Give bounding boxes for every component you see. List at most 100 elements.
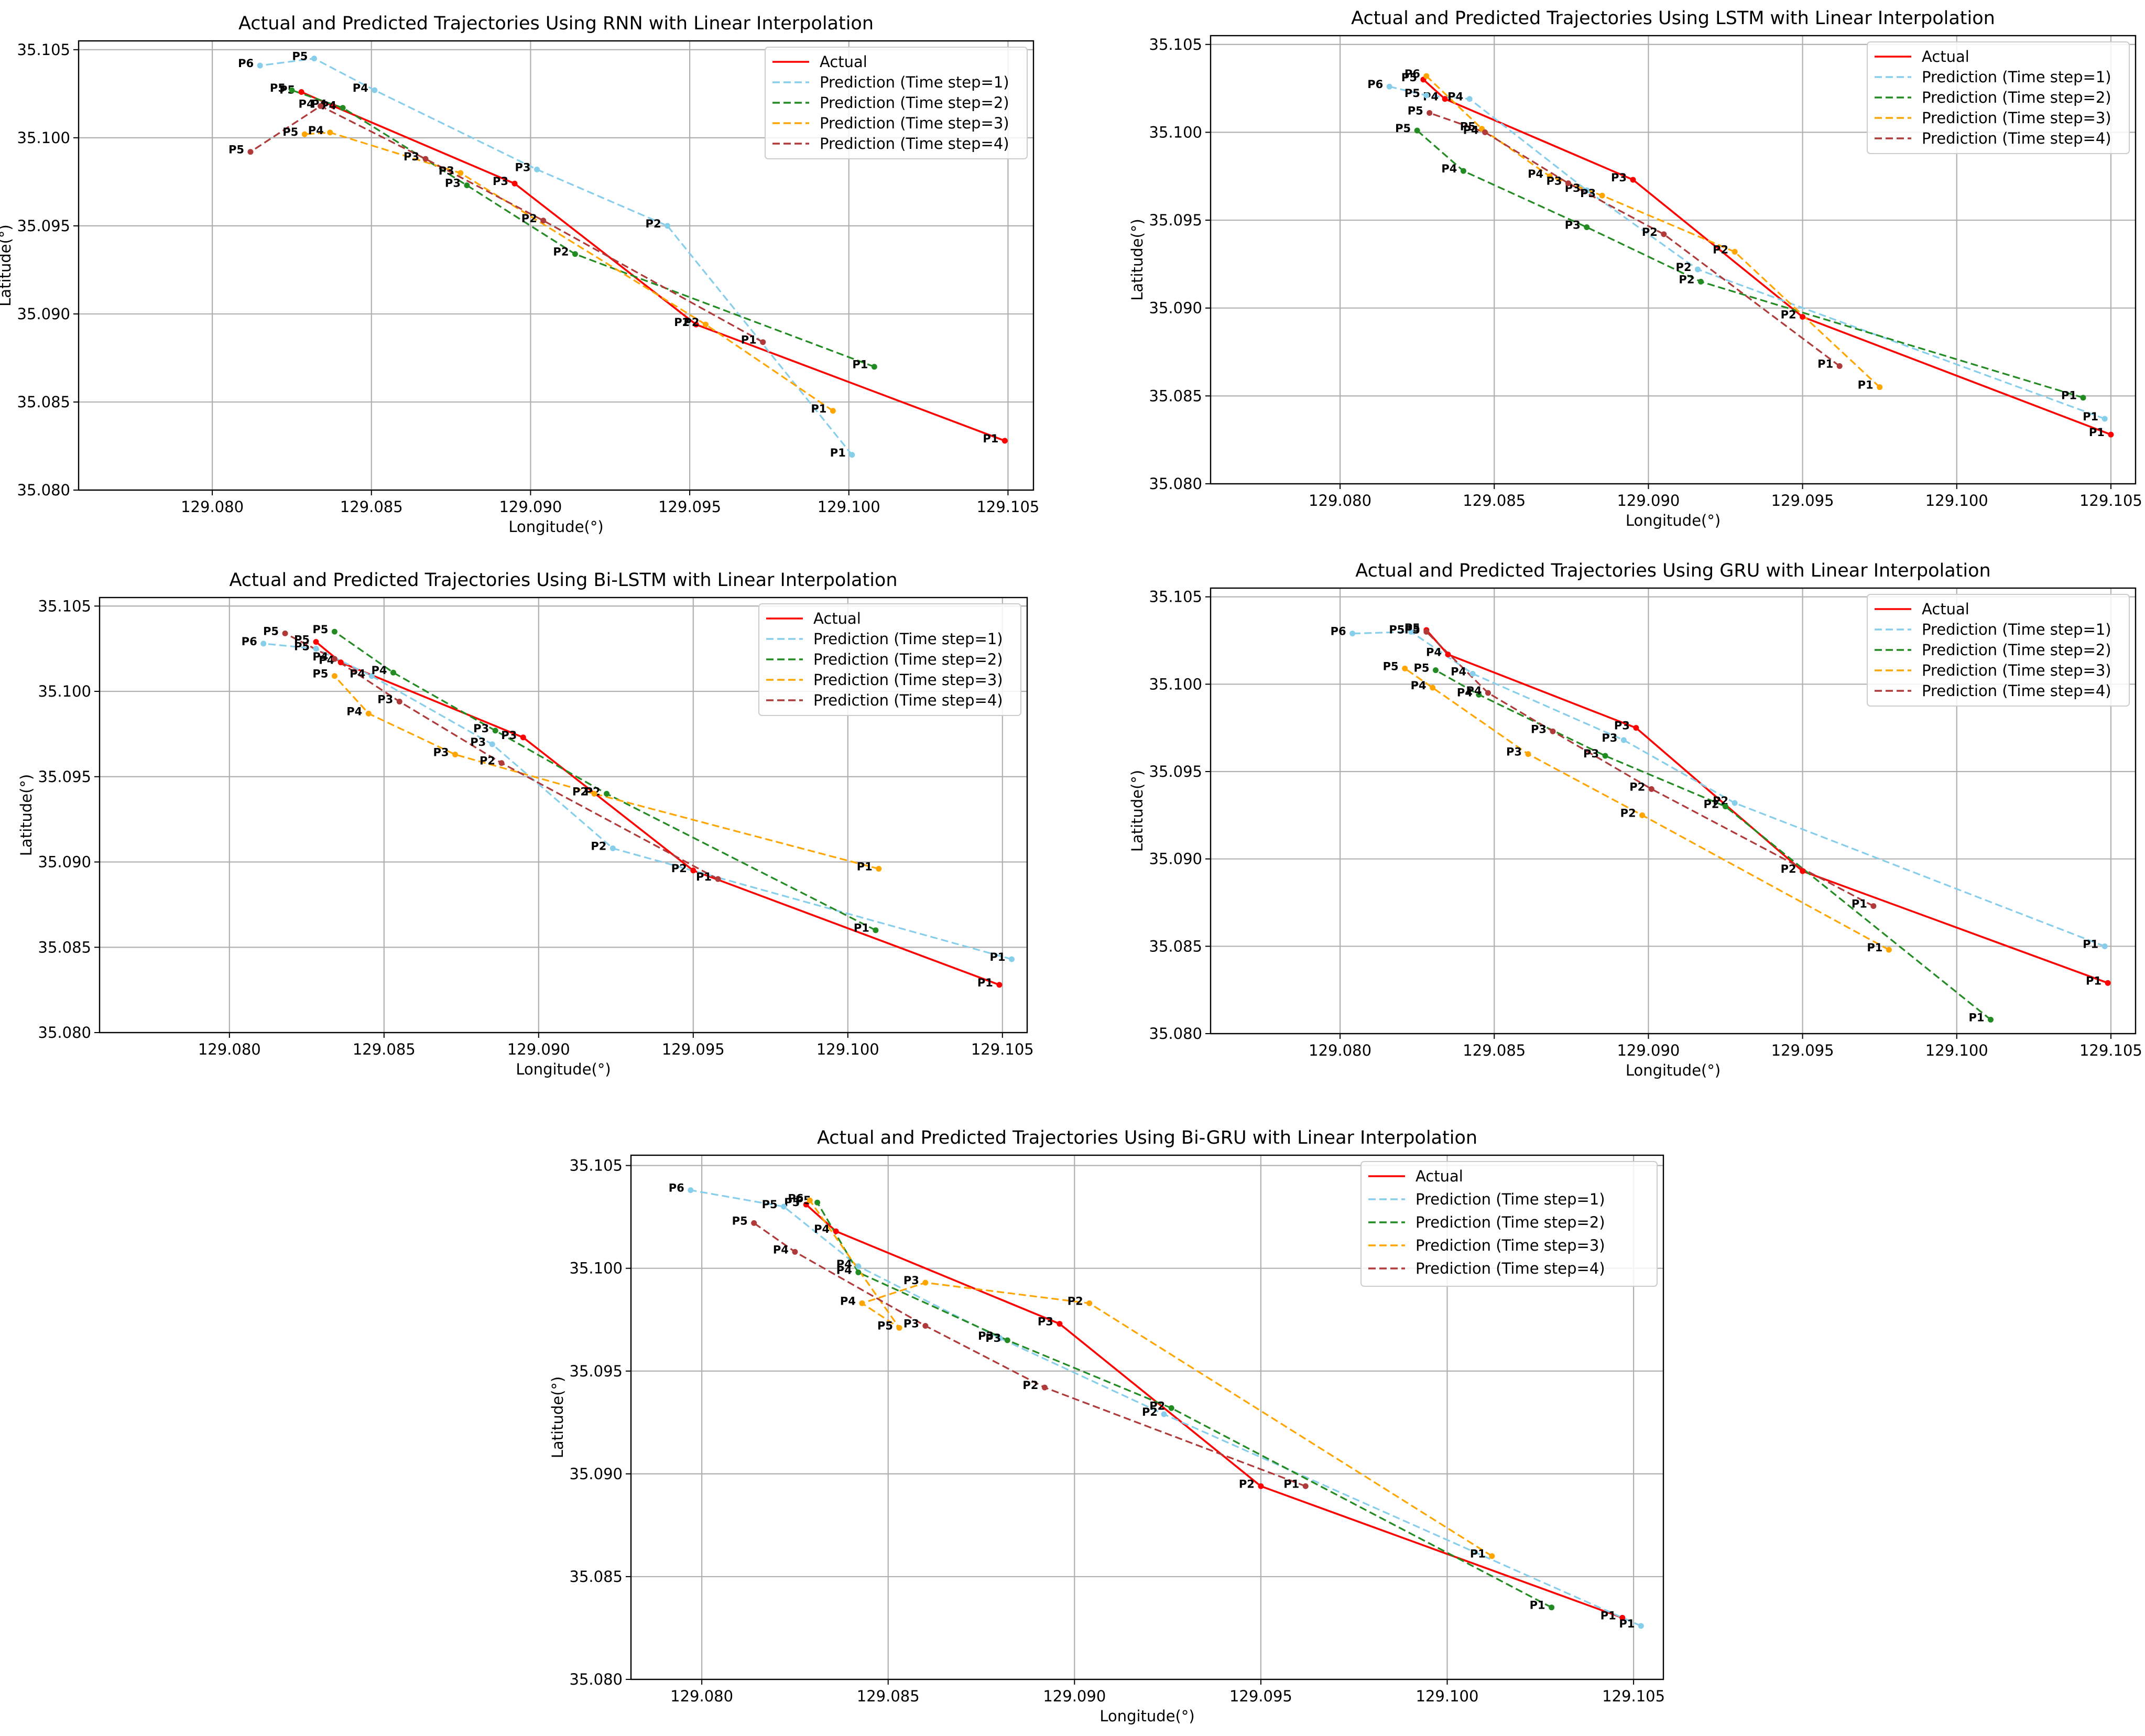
data-point: [1423, 628, 1430, 635]
point-label: P4: [1447, 91, 1463, 103]
data-point: [464, 182, 470, 189]
point-label: P3: [1565, 219, 1581, 231]
series-line-ts4: [1429, 112, 1841, 367]
point-label: P1: [1867, 941, 1882, 954]
point-label: P1: [2083, 938, 2098, 950]
point-label: P1: [857, 861, 873, 873]
point-label: P5: [294, 641, 310, 653]
point-label: P3: [1611, 171, 1627, 184]
point-label: P6: [238, 57, 254, 70]
data-point: [922, 1279, 929, 1286]
data-point: [997, 1335, 1003, 1341]
legend-box: [1867, 594, 2130, 707]
x-tick-label: 129.095: [1229, 1687, 1292, 1705]
y-axis-label: Latitude(°): [549, 1376, 567, 1458]
legend-entry-ts1: Prediction (Time step=1): [1922, 68, 2111, 86]
data-point: [257, 62, 263, 69]
data-point: [540, 218, 547, 224]
x-tick-label: 129.090: [1617, 1041, 1680, 1059]
legend-entry-ts4: Prediction (Time step=4): [1922, 682, 2111, 700]
x-tick-label: 129.105: [2079, 492, 2142, 509]
data-point: [2080, 395, 2086, 401]
data-point: [1697, 278, 1704, 285]
axes-frame: [1210, 587, 2137, 1035]
data-point: [372, 87, 378, 93]
point-label: P6: [1404, 68, 1420, 80]
data-point: [996, 982, 1003, 988]
point-label: P1: [1858, 379, 1874, 392]
legend-entry-ts3: Prediction (Time step=3): [1922, 109, 2111, 127]
data-point: [1004, 1337, 1010, 1343]
series-line-ts2: [291, 89, 875, 368]
data-point: [1732, 800, 1738, 806]
point-label: P2: [674, 316, 690, 329]
data-point: [1695, 266, 1701, 273]
point-label: P3: [473, 722, 489, 735]
axes-frame: [99, 596, 1028, 1034]
data-point: [365, 710, 372, 717]
point-label: P1: [852, 359, 868, 371]
point-label: P4: [371, 664, 387, 677]
data-point: [855, 1263, 862, 1270]
x-tick-label: 129.100: [1925, 492, 1988, 509]
data-point: [1723, 804, 1729, 810]
x-tick-label: 129.080: [181, 498, 244, 516]
y-tick-label: 35.090: [17, 305, 70, 323]
point-label: P5: [1389, 623, 1404, 636]
point-label: P2: [1142, 1406, 1158, 1418]
point-label: P2: [1642, 226, 1658, 238]
x-tick-label: 129.100: [818, 498, 880, 516]
data-point: [1836, 363, 1843, 369]
point-label: P3: [1614, 720, 1630, 732]
series-ts4: [250, 105, 764, 343]
data-point: [422, 156, 429, 162]
point-label: P3: [1580, 187, 1596, 200]
data-point: [247, 149, 254, 155]
point-label: P3: [903, 1274, 919, 1287]
data-point: [1168, 1405, 1174, 1411]
data-point: [330, 103, 336, 109]
point-label: P2: [1068, 1295, 1083, 1307]
data-point: [609, 845, 616, 851]
y-tick-label: 35.100: [17, 129, 70, 147]
point-label: P1: [2083, 410, 2098, 423]
data-point: [803, 1201, 809, 1208]
point-label: P3: [501, 729, 517, 742]
data-point: [849, 452, 855, 458]
series-line-ts1: [263, 643, 1012, 960]
data-point: [859, 1300, 865, 1306]
series-line-ts2: [1417, 129, 2084, 399]
chart-bigru: Actual and Predicted Trajectories Using …: [496, 1111, 1701, 1735]
points-ts2: P1 P2 P3 P4 P5: [1413, 662, 1994, 1024]
x-tick-label: 129.095: [1771, 492, 1834, 509]
point-label: P2: [671, 862, 687, 875]
point-label: P3: [515, 161, 531, 173]
legend-entry-ts3: Prediction (Time step=3): [820, 114, 1009, 132]
data-point: [313, 646, 319, 652]
data-point: [751, 1220, 757, 1226]
y-tick-label: 35.105: [38, 597, 91, 615]
point-label: P5: [1404, 623, 1420, 636]
series-ts3: [809, 1200, 1493, 1557]
y-tick-label: 35.095: [1149, 211, 1202, 229]
point-label: P1: [2061, 389, 2077, 402]
x-tick-label: 129.090: [499, 498, 562, 516]
legend: Actual Prediction (Time step=1) Prediction…: [1867, 41, 2130, 154]
data-point: [1001, 438, 1008, 444]
point-label: P6: [1367, 78, 1383, 91]
point-label: P1: [1283, 1478, 1299, 1490]
point-label: P3: [433, 746, 449, 758]
points-ts4: P1 P2 P3 P4 P5: [228, 97, 766, 346]
data-point: [1432, 667, 1439, 674]
point-label: P2: [521, 212, 537, 225]
series-ts3: [1404, 667, 1890, 951]
data-point: [1349, 631, 1356, 637]
data-point: [665, 223, 671, 229]
data-point: [1565, 180, 1571, 187]
point-label: P4: [1463, 124, 1479, 136]
point-label: P4: [814, 1223, 830, 1235]
data-point: [390, 669, 396, 676]
data-point: [1442, 96, 1448, 102]
